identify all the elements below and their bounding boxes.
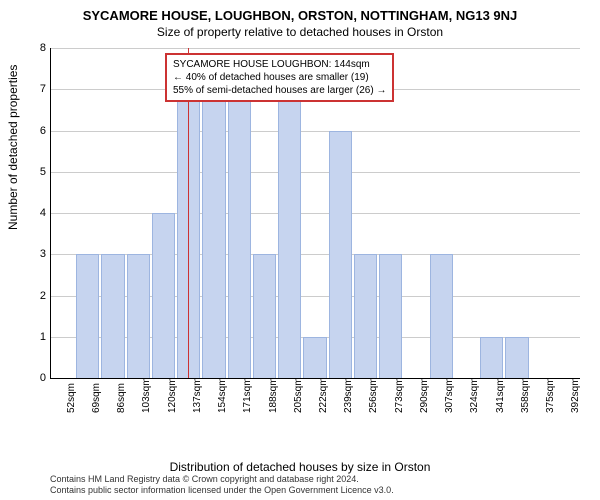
y-tick: 1 (40, 331, 46, 343)
info-box-line: SYCAMORE HOUSE LOUGHBON: 144sqm (173, 58, 386, 71)
bar (127, 254, 150, 378)
x-tick: 154sqm (217, 377, 228, 413)
x-tick: 205sqm (293, 377, 304, 413)
x-tick: 137sqm (192, 377, 203, 413)
grid-line (50, 48, 580, 49)
bar (202, 89, 225, 378)
y-tick: 0 (40, 372, 46, 384)
x-tick: 86sqm (116, 383, 127, 413)
bar (152, 213, 175, 378)
y-tick: 4 (40, 207, 46, 219)
bar (101, 254, 124, 378)
y-axis-label: Number of detached properties (6, 65, 20, 230)
x-tick: 324sqm (469, 377, 480, 413)
info-box: SYCAMORE HOUSE LOUGHBON: 144sqm← 40% of … (165, 53, 394, 102)
x-tick: 103sqm (141, 377, 152, 413)
bar (329, 131, 352, 379)
footer-line-2: Contains public sector information licen… (50, 485, 394, 496)
x-tick: 392sqm (570, 377, 581, 413)
plot-area: 01234567852sqm69sqm86sqm103sqm120sqm137s… (50, 48, 580, 378)
bar (379, 254, 402, 378)
x-tick: 171sqm (242, 377, 253, 413)
x-tick: 239sqm (343, 377, 354, 413)
bar (253, 254, 276, 378)
y-tick: 2 (40, 290, 46, 302)
bar (76, 254, 99, 378)
bar (228, 89, 251, 378)
footer: Contains HM Land Registry data © Crown c… (50, 474, 394, 497)
grid-line (50, 172, 580, 173)
x-tick: 69sqm (91, 383, 102, 413)
bar (278, 89, 301, 378)
x-tick: 290sqm (419, 377, 430, 413)
y-tick: 7 (40, 83, 46, 95)
x-axis (50, 378, 580, 379)
y-tick: 6 (40, 125, 46, 137)
footer-line-1: Contains HM Land Registry data © Crown c… (50, 474, 394, 485)
info-box-line: ← 40% of detached houses are smaller (19… (173, 71, 386, 84)
y-tick: 5 (40, 166, 46, 178)
bar (177, 89, 200, 378)
page-title: SYCAMORE HOUSE, LOUGHBON, ORSTON, NOTTIN… (0, 0, 600, 23)
grid-line (50, 131, 580, 132)
y-tick: 3 (40, 248, 46, 260)
grid-line (50, 213, 580, 214)
chart-area: 01234567852sqm69sqm86sqm103sqm120sqm137s… (50, 48, 580, 428)
page-subtitle: Size of property relative to detached ho… (0, 23, 600, 39)
bar (303, 337, 326, 378)
x-tick: 375sqm (545, 377, 556, 413)
bar (480, 337, 503, 378)
x-tick: 120sqm (167, 377, 178, 413)
x-tick: 273sqm (394, 377, 405, 413)
info-box-line: 55% of semi-detached houses are larger (… (173, 84, 386, 97)
y-axis (50, 48, 51, 378)
x-tick: 52sqm (66, 383, 77, 413)
x-tick: 222sqm (318, 377, 329, 413)
bar (505, 337, 528, 378)
x-tick: 358sqm (520, 377, 531, 413)
bar (430, 254, 453, 378)
x-tick: 256sqm (368, 377, 379, 413)
y-tick: 8 (40, 42, 46, 54)
x-tick: 188sqm (268, 377, 279, 413)
x-axis-label: Distribution of detached houses by size … (0, 460, 600, 474)
x-tick: 341sqm (495, 377, 506, 413)
bar (354, 254, 377, 378)
x-tick: 307sqm (444, 377, 455, 413)
